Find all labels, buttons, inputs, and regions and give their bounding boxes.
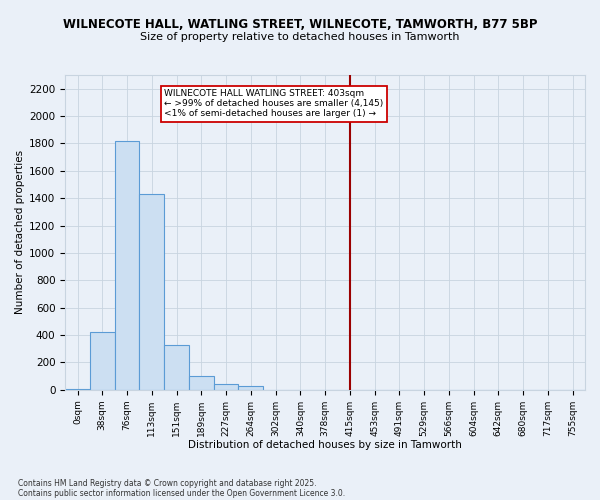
Text: Size of property relative to detached houses in Tamworth: Size of property relative to detached ho…	[140, 32, 460, 42]
Y-axis label: Number of detached properties: Number of detached properties	[15, 150, 25, 314]
Text: WILNECOTE HALL, WATLING STREET, WILNECOTE, TAMWORTH, B77 5BP: WILNECOTE HALL, WATLING STREET, WILNECOT…	[63, 18, 537, 30]
Text: WILNECOTE HALL WATLING STREET: 403sqm
← >99% of detached houses are smaller (4,1: WILNECOTE HALL WATLING STREET: 403sqm ← …	[164, 88, 383, 118]
Text: Contains HM Land Registry data © Crown copyright and database right 2025.: Contains HM Land Registry data © Crown c…	[18, 478, 317, 488]
X-axis label: Distribution of detached houses by size in Tamworth: Distribution of detached houses by size …	[188, 440, 462, 450]
Text: Contains public sector information licensed under the Open Government Licence 3.: Contains public sector information licen…	[18, 488, 345, 498]
Bar	[115, 140, 139, 390]
Bar	[238, 386, 263, 390]
Bar	[139, 194, 164, 390]
Bar	[189, 376, 214, 390]
Bar	[214, 384, 238, 390]
Bar	[164, 344, 189, 390]
Bar	[90, 332, 115, 390]
